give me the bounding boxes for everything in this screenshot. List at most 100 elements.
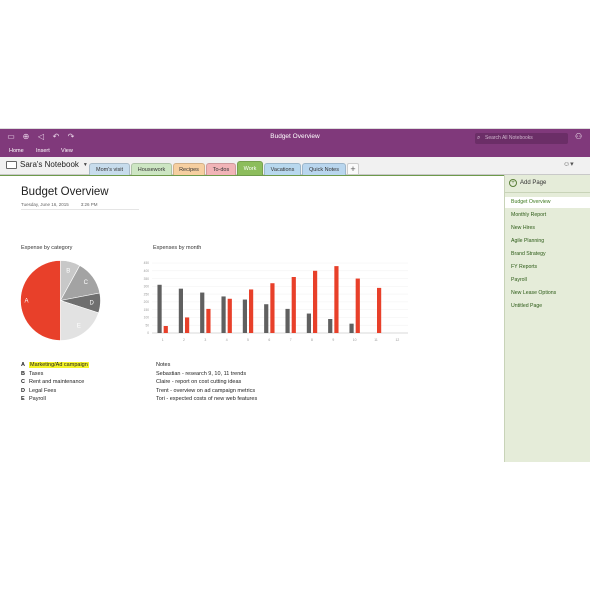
bar-gray[interactable] (157, 284, 162, 333)
pie-slice[interactable] (60, 300, 99, 341)
x-tick-label: 9 (332, 338, 334, 342)
bar-red[interactable] (206, 308, 211, 333)
legend-key: A (21, 362, 25, 369)
folder-icon[interactable]: ▭ (7, 132, 15, 141)
bar-red[interactable] (334, 266, 339, 333)
pie-slice-label: E (77, 324, 81, 330)
back-icon[interactable]: ◁ (37, 132, 45, 141)
pie-chart[interactable]: A B C D E (19, 259, 102, 342)
legend-row: B Taxes (21, 370, 89, 379)
section-tab-to-dos[interactable]: To-dos (206, 163, 236, 175)
legend-row: C Rent and maintenance (21, 378, 89, 387)
bar-red[interactable] (377, 287, 382, 333)
page-title[interactable]: Budget Overview (21, 186, 109, 198)
pie-slice-label: A (24, 299, 28, 305)
bar-red[interactable] (227, 298, 232, 333)
add-page-icon: + (509, 179, 517, 187)
bar-red[interactable] (270, 283, 275, 333)
chevron-down-icon: ▼ (82, 161, 88, 168)
tab-home[interactable]: Home (9, 148, 24, 154)
page-item-fy-reports[interactable]: FY Reports (511, 264, 538, 270)
legend-row: A Marketing/Ad campaign (21, 361, 89, 370)
y-tick-label: 250 (144, 292, 150, 296)
pages-panel: + Add Page Budget Overview Monthly Repor… (504, 175, 590, 462)
notes-line: Claire - report on cost cutting ideas (156, 379, 242, 385)
x-tick-label: 12 (395, 338, 399, 342)
sync-status-icon[interactable]: ☺▾ (563, 161, 574, 168)
page-item-payroll[interactable]: Payroll (511, 277, 527, 283)
search-icon: ⌕ (477, 135, 481, 141)
search-input[interactable]: ⌕ Search All Notebooks (475, 133, 568, 144)
section-tab-housework[interactable]: Housework (131, 163, 172, 175)
bar-gray[interactable] (349, 323, 354, 333)
legend-row: E Payroll (21, 395, 89, 404)
share-icon[interactable]: ⚇ (575, 132, 583, 141)
page-item-monthly-report[interactable]: Monthly Report (511, 212, 547, 218)
bar-gray[interactable] (328, 319, 333, 333)
page-time: 3:26 PM (80, 202, 98, 207)
x-tick-label: 6 (268, 338, 270, 342)
title-bar: ▭ ⊕ ◁ ↶ ↷ Budget Overview ⌕ Search All N… (0, 129, 590, 147)
bar-chart-caption: Expenses by month (153, 245, 202, 251)
onenote-window: ▭ ⊕ ◁ ↶ ↷ Budget Overview ⌕ Search All N… (0, 128, 590, 462)
window-title: Budget Overview (270, 133, 320, 140)
bar-gray[interactable] (242, 299, 247, 333)
notes-heading: Notes (156, 362, 171, 368)
x-tick-label: 11 (374, 338, 378, 342)
section-tab-work[interactable]: Work (237, 161, 263, 175)
page-item-brand-strategy[interactable]: Brand Strategy (511, 251, 546, 257)
bar-gray[interactable] (285, 308, 290, 333)
x-tick-label: 3 (204, 338, 206, 342)
y-tick-label: 450 (144, 261, 150, 265)
bar-red[interactable] (355, 278, 360, 333)
tab-view[interactable]: View (61, 148, 73, 154)
search-placeholder: Search All Notebooks (485, 135, 533, 141)
section-tab-moms-visit[interactable]: Mom's visit (89, 163, 130, 175)
section-tab-recipes[interactable]: Recipes (173, 163, 205, 175)
bar-red[interactable] (313, 270, 318, 333)
add-section-button[interactable]: + (347, 163, 359, 175)
bar-red[interactable] (249, 289, 254, 333)
redo-icon[interactable]: ↷ (67, 132, 75, 141)
notes-block[interactable]: Notes Sebastian - research 9, 10, 11 tre… (156, 361, 257, 404)
legend-label: Legal Fees (29, 387, 57, 394)
page-item-untitled-page[interactable]: Untitled Page (511, 303, 543, 309)
section-bar: Sara's Notebook ▼ Mom's visit Housework … (0, 157, 590, 175)
x-tick-label: 4 (226, 338, 228, 342)
notebook-picker[interactable]: Sara's Notebook ▼ (6, 160, 88, 169)
bar-red[interactable] (291, 277, 296, 333)
tab-insert[interactable]: Insert (36, 148, 50, 154)
page-item-new-hires[interactable]: New Hires (511, 225, 535, 231)
pie-slice-label: C (84, 280, 89, 286)
bar-red[interactable] (185, 317, 190, 333)
toolbar-icons: ▭ ⊕ ◁ ↶ ↷ (6, 132, 76, 142)
page-item-new-lease-options[interactable]: New Lease Options (511, 290, 557, 296)
bar-red[interactable] (163, 326, 168, 333)
bar-gray[interactable] (306, 313, 311, 333)
y-tick-label: 150 (144, 308, 150, 312)
ribbon: Home Insert View (0, 147, 590, 157)
section-tab-vacations[interactable]: Vacations (264, 163, 301, 175)
undo-icon[interactable]: ↶ (52, 132, 60, 141)
bar-gray[interactable] (200, 292, 205, 333)
bar-gray[interactable] (178, 288, 183, 333)
legend-label: Payroll (29, 396, 46, 403)
pie-slice-label: B (66, 268, 70, 274)
legend-label: Taxes (29, 370, 44, 377)
pie-slice[interactable] (20, 260, 61, 341)
legend-row: D Legal Fees (21, 387, 89, 396)
page-item-budget-overview[interactable]: Budget Overview (505, 197, 590, 208)
notes-line: Sebastian - research 9, 10, 11 trends (156, 370, 247, 377)
add-page-button[interactable]: + Add Page (509, 179, 546, 187)
add-icon[interactable]: ⊕ (22, 132, 30, 141)
x-tick-label: 5 (247, 338, 249, 342)
bar-gray[interactable] (221, 296, 226, 333)
section-accent-line (0, 175, 504, 176)
page-item-agile-planning[interactable]: Agile Planning (511, 238, 545, 244)
section-tab-quick-notes[interactable]: Quick Notes (302, 163, 346, 175)
pie-chart-caption: Expense by category (21, 245, 73, 251)
bar-gray[interactable] (264, 304, 269, 333)
x-tick-label: 1 (162, 338, 164, 342)
notebook-icon (6, 160, 17, 169)
